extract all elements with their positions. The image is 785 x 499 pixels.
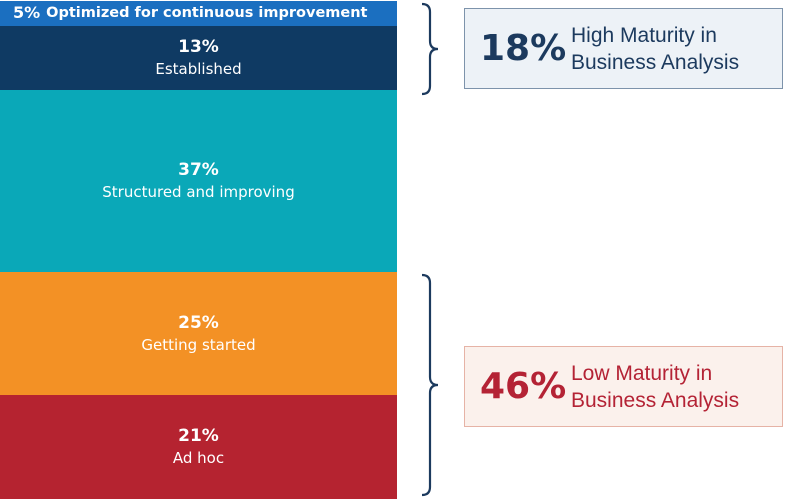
brace-path: [421, 2, 439, 96]
bar-segment-optimized: 5% Optimized for continuous improvement: [0, 1, 397, 26]
segment-percent: 5%: [13, 3, 41, 23]
brace-low: [421, 273, 439, 497]
bar-segment-ad-hoc: 21% Ad hoc: [0, 395, 397, 499]
callout-value: 46%: [480, 366, 567, 407]
callout-high-maturity: 18% High Maturity in Business Analysis: [464, 8, 783, 89]
callout-line-2: Business Analysis: [571, 388, 740, 412]
segment-label: Optimized for continuous improvement: [46, 5, 368, 22]
segment-percent: 13%: [178, 36, 219, 57]
callout-line-2: Business Analysis: [571, 50, 740, 74]
segment-percent: 25%: [178, 312, 219, 333]
brace-high: [421, 2, 439, 96]
bar-segment-established: 13% Established: [0, 25, 397, 90]
brace-path: [421, 273, 439, 497]
segment-label: Getting started: [141, 335, 256, 354]
segment-label: Ad hoc: [172, 449, 225, 468]
bar-segment-structured: 37% Structured and improving: [0, 89, 397, 273]
callout-line-1: High Maturity in: [571, 23, 717, 47]
callout-value: 18%: [480, 28, 567, 69]
segment-percent: 21%: [178, 426, 219, 447]
callout-text: High Maturity in Business Analysis: [565, 22, 739, 76]
callout-line-1: Low Maturity in: [571, 361, 713, 385]
segment-percent: 37%: [178, 159, 219, 180]
segment-label: Structured and improving: [102, 182, 295, 201]
callout-low-maturity: 46% Low Maturity in Business Analysis: [464, 346, 783, 427]
callout-text: Low Maturity in Business Analysis: [565, 360, 739, 414]
segment-label: Established: [155, 59, 242, 78]
bar-segment-getting-started: 25% Getting started: [0, 272, 397, 396]
stacked-bar: 5% Optimized for continuous improvement …: [0, 1, 397, 499]
